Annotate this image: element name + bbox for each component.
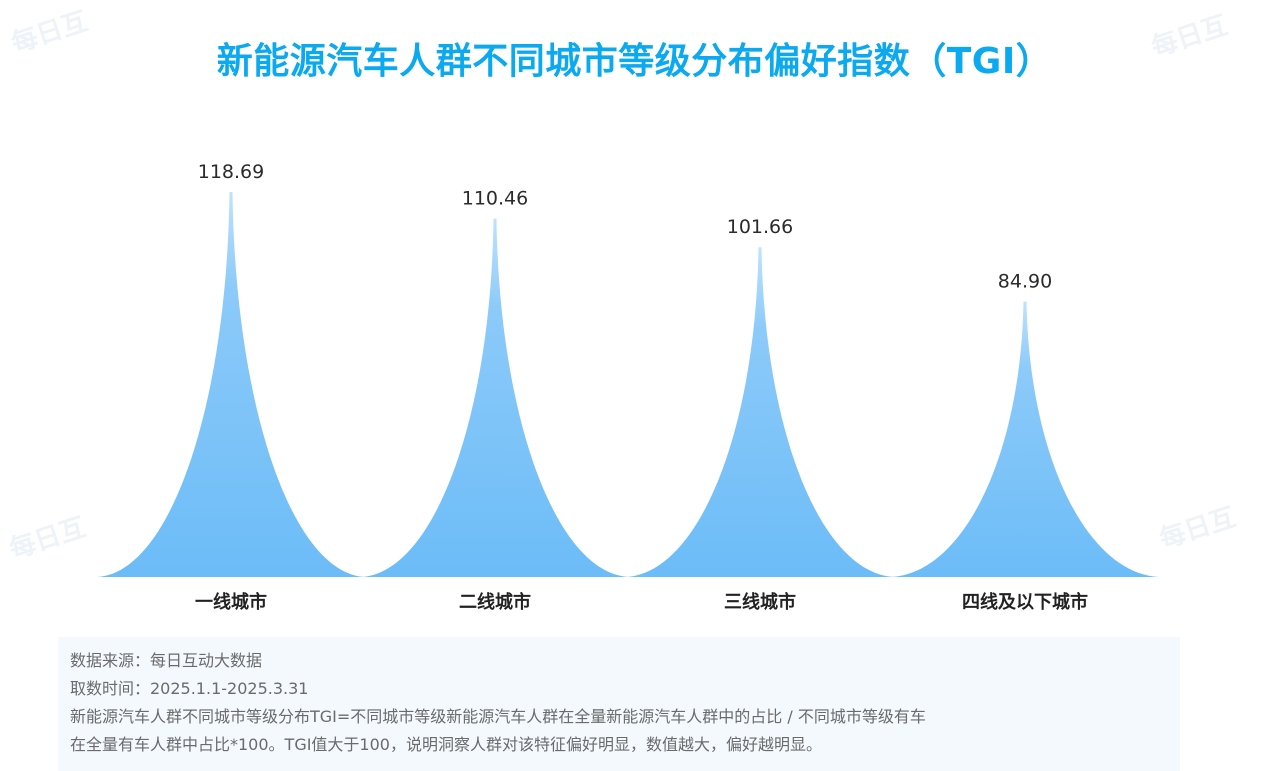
tgi-chart: 118.69 110.46 101.66 84.90 一线城市 二线城市 三线城市 四线及以… (97, 161, 1159, 613)
peak-bar-2 (361, 218, 629, 577)
category-label-1: 一线城市 (195, 591, 267, 613)
note-definition-line2: 在全量有车人群中占比*100。TGI值大于100，说明洞察人群对该特征偏好明显，… (70, 735, 822, 754)
peak-bar-3 (626, 247, 894, 577)
value-label-3: 101.66 (727, 216, 793, 238)
category-label-2: 二线城市 (459, 591, 531, 613)
note-date-range: 取数时间：2025.1.1-2025.3.31 (70, 679, 309, 698)
peak-bar-4 (891, 301, 1159, 577)
peak-bar-1 (97, 192, 365, 577)
note-source: 数据来源：每日互动大数据 (70, 651, 263, 670)
value-label-2: 110.46 (462, 188, 528, 210)
peaks-group (97, 192, 1159, 577)
value-label-4: 84.90 (998, 271, 1052, 293)
value-labels-group: 118.69 110.46 101.66 84.90 (198, 161, 1052, 293)
note-definition-line1: 新能源汽车人群不同城市等级分布TGI=不同城市等级新能源汽车人群在全量新能源汽车… (70, 707, 926, 726)
value-label-1: 118.69 (198, 161, 264, 183)
category-labels-group: 一线城市 二线城市 三线城市 四线及以下城市 (195, 591, 1088, 613)
category-label-4: 四线及以下城市 (962, 591, 1088, 613)
category-label-3: 三线城市 (724, 591, 796, 613)
notes-panel: 数据来源：每日互动大数据 取数时间：2025.1.1-2025.3.31 新能源… (58, 637, 1180, 771)
chart-title: 新能源汽车人群不同城市等级分布偏好指数（TGI） (216, 41, 1053, 82)
